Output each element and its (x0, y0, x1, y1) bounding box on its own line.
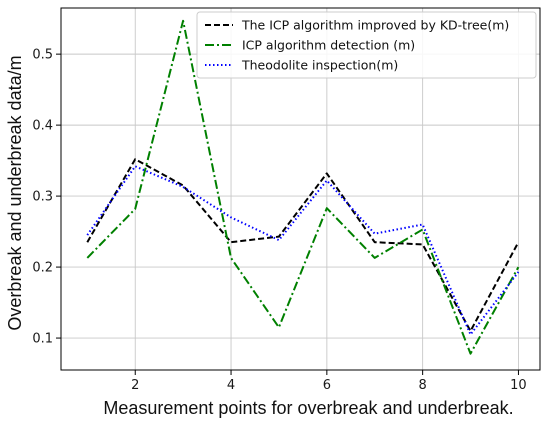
x-tick-label: 4 (227, 378, 235, 393)
x-tick-label: 6 (323, 378, 331, 393)
x-axis-label: Measurement points for overbreak and und… (103, 398, 513, 418)
y-tick-label: 0.4 (32, 119, 53, 134)
y-tick-label: 0.3 (32, 190, 53, 205)
series-line-3 (86, 165, 520, 336)
legend-box (196, 11, 537, 79)
legend-label-2: ICP algorithm detection (m) (242, 38, 415, 53)
x-tick-label: 2 (131, 378, 139, 393)
legend-label-1: The ICP algorithm improved by KD-tree(m) (241, 18, 509, 33)
y-tick-label: 0.5 (32, 48, 53, 63)
x-tick-label: 10 (510, 378, 527, 393)
series-line-1 (86, 158, 520, 332)
y-axis-label: Overbreak and underbreak data/m (5, 55, 25, 330)
y-tick-label: 0.1 (32, 332, 53, 347)
series-line-2 (86, 19, 520, 355)
x-tick-label: 8 (419, 378, 427, 393)
series-layer (86, 19, 520, 355)
legend: The ICP algorithm improved by KD-tree(m)… (196, 11, 537, 79)
legend-label-3: Theodolite inspection(m) (241, 58, 398, 73)
ticks: 2 4 6 8 10 0.1 0.2 0.3 0.4 0.5 (32, 48, 526, 393)
plot-frame (60, 7, 541, 371)
y-tick-label: 0.2 (32, 261, 53, 276)
